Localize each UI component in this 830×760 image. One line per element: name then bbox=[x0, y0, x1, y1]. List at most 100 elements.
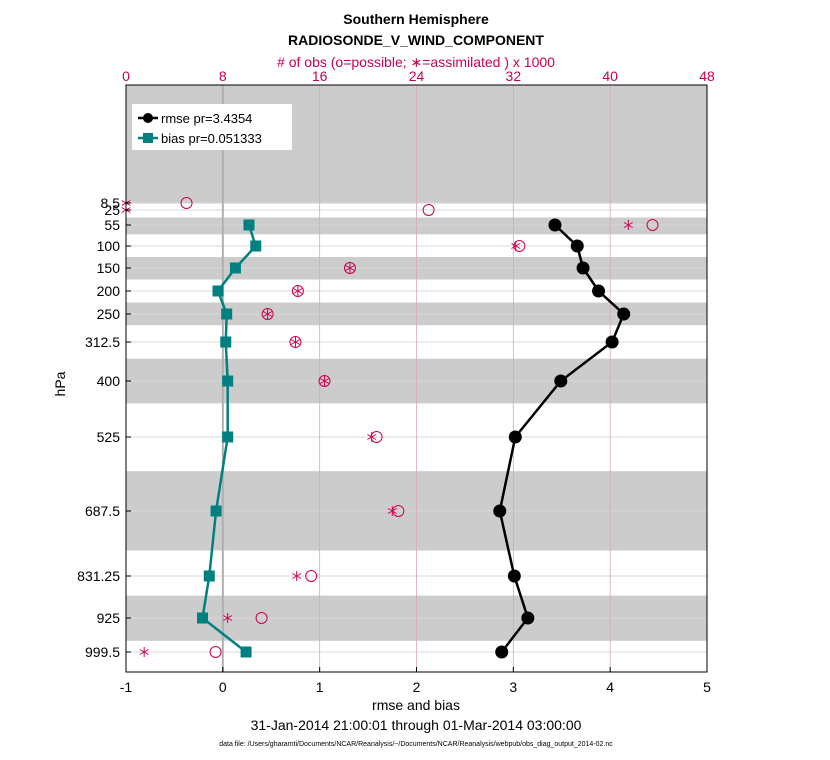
y-tick-label: 999.5 bbox=[85, 644, 120, 660]
obs-assimilated-stroke bbox=[345, 265, 355, 271]
obs-assimilated-marker bbox=[387, 506, 397, 516]
obs-assimilated-stroke bbox=[223, 615, 233, 621]
y-tick-label: 55 bbox=[104, 217, 120, 233]
rmse-point bbox=[548, 218, 562, 232]
rmse-point bbox=[576, 261, 590, 275]
y-tick-label: 250 bbox=[97, 306, 121, 322]
legend-bias-label: bias pr=0.051333 bbox=[161, 131, 262, 146]
rmse-point bbox=[592, 284, 606, 298]
obs-assimilated-marker bbox=[292, 571, 302, 581]
bias-point bbox=[229, 262, 241, 274]
rmse-point bbox=[554, 374, 568, 388]
y-tick-label: 150 bbox=[97, 260, 121, 276]
rmse-point bbox=[507, 569, 521, 583]
bias-point bbox=[210, 505, 222, 517]
obs-assimilated-marker bbox=[263, 309, 273, 319]
y-axis-label: hPa bbox=[52, 371, 68, 396]
bias-point bbox=[250, 240, 262, 252]
bias-point bbox=[212, 285, 224, 297]
obs-possible-marker bbox=[343, 262, 356, 274]
bias-point bbox=[222, 431, 234, 443]
rmse-point bbox=[570, 239, 584, 253]
rmse-point bbox=[605, 335, 619, 349]
obs-possible-marker bbox=[209, 646, 222, 658]
obs-possible-marker bbox=[289, 336, 302, 348]
y-tick-label: 25 bbox=[104, 202, 120, 218]
y-tick-label: 400 bbox=[97, 373, 121, 389]
obs-assimilated-marker bbox=[139, 647, 149, 657]
series-lines bbox=[196, 218, 631, 659]
obs-assimilated-marker bbox=[223, 613, 233, 623]
bias-point bbox=[222, 375, 234, 387]
y-tick-label: 100 bbox=[97, 238, 121, 254]
x-tick-label: 2 bbox=[413, 679, 421, 695]
top-tick-label: 40 bbox=[602, 68, 618, 84]
legend-bias-marker bbox=[143, 133, 153, 143]
obs-assimilated-marker bbox=[623, 220, 633, 230]
obs-assimilated-marker bbox=[367, 432, 377, 442]
chart-subtitle: RADIOSONDE_V_WIND_COMPONENT bbox=[288, 32, 544, 48]
rmse-point bbox=[521, 611, 535, 625]
obs-possible-marker bbox=[291, 285, 304, 297]
x-tick-label: 3 bbox=[509, 679, 517, 695]
obs-assimilated-stroke bbox=[511, 243, 521, 249]
bias-point bbox=[243, 219, 255, 231]
rmse-point bbox=[493, 504, 507, 518]
obs-assimilated-stroke bbox=[367, 434, 377, 440]
obs-assimilated-stroke bbox=[319, 378, 330, 384]
bias-point bbox=[196, 612, 208, 624]
y-tick-label: 8.5 bbox=[101, 195, 121, 211]
bias-point bbox=[203, 570, 215, 582]
obs-assimilated-stroke bbox=[139, 649, 149, 655]
obs-assimilated-stroke bbox=[292, 573, 302, 579]
top-tick-label: 0 bbox=[122, 68, 130, 84]
bias-point bbox=[221, 308, 233, 320]
top-tick-label: 8 bbox=[219, 68, 227, 84]
legend-rmse-marker bbox=[143, 113, 153, 123]
obs-assimilated-stroke bbox=[387, 508, 397, 514]
top-axis-label: # of obs (o=possible; ∗=assimilated ) x … bbox=[277, 54, 555, 70]
legend-box bbox=[132, 104, 292, 150]
obs-assimilated-marker bbox=[345, 263, 355, 273]
legend: rmse pr=3.4354 bias pr=0.051333 bbox=[132, 104, 292, 150]
x-tick-labels: -1 0 1 2 3 4 5 bbox=[120, 667, 711, 695]
x-tick-label: 1 bbox=[316, 679, 324, 695]
obs-possible-marker bbox=[646, 219, 659, 231]
chart-title: Southern Hemisphere bbox=[343, 11, 489, 27]
x-tick-label: -1 bbox=[120, 679, 133, 695]
x-tick-label: 0 bbox=[219, 679, 227, 695]
x-tick-label: 4 bbox=[606, 679, 614, 695]
x-axis-label: rmse and bias bbox=[372, 697, 460, 713]
top-tick-labels: 0 8 16 24 32 40 48 bbox=[122, 68, 715, 84]
obs-assimilated-marker bbox=[319, 376, 330, 386]
legend-rmse-label: rmse pr=3.4354 bbox=[161, 111, 252, 126]
obs-assimilated-stroke bbox=[290, 339, 301, 345]
y-tick-label: 312.5 bbox=[85, 334, 120, 350]
obs-possible-marker bbox=[422, 204, 435, 216]
y-tick-label: 831.25 bbox=[77, 568, 120, 584]
obs-possible-marker bbox=[255, 612, 268, 624]
obs-assimilated-marker bbox=[290, 337, 301, 347]
y-tick-label: 525 bbox=[97, 429, 121, 445]
date-range: 31-Jan-2014 21:00:01 through 01-Mar-2014… bbox=[251, 717, 582, 733]
obs-possible-marker bbox=[318, 375, 331, 387]
obs-assimilated-marker bbox=[511, 241, 521, 251]
top-tick-label: 24 bbox=[409, 68, 425, 84]
obs-assimilated-stroke bbox=[293, 288, 303, 294]
rmse-point bbox=[617, 307, 631, 321]
obs-possible-marker bbox=[261, 308, 274, 320]
rmse-point bbox=[508, 430, 522, 444]
obs-possible-marker bbox=[513, 240, 526, 252]
obs-assimilated-stroke bbox=[623, 222, 633, 228]
obs-possible-marker bbox=[305, 570, 318, 582]
obs-assimilated-marker bbox=[293, 286, 303, 296]
top-tick-label: 16 bbox=[312, 68, 328, 84]
bias-point bbox=[240, 646, 252, 658]
bias-point bbox=[220, 336, 232, 348]
obs-assimilated-stroke bbox=[263, 311, 273, 317]
top-tick-label: 48 bbox=[699, 68, 715, 84]
rmse-point bbox=[495, 645, 509, 659]
data-file-footnote: data file: /Users/gharamti/Documents/NCA… bbox=[219, 741, 613, 748]
